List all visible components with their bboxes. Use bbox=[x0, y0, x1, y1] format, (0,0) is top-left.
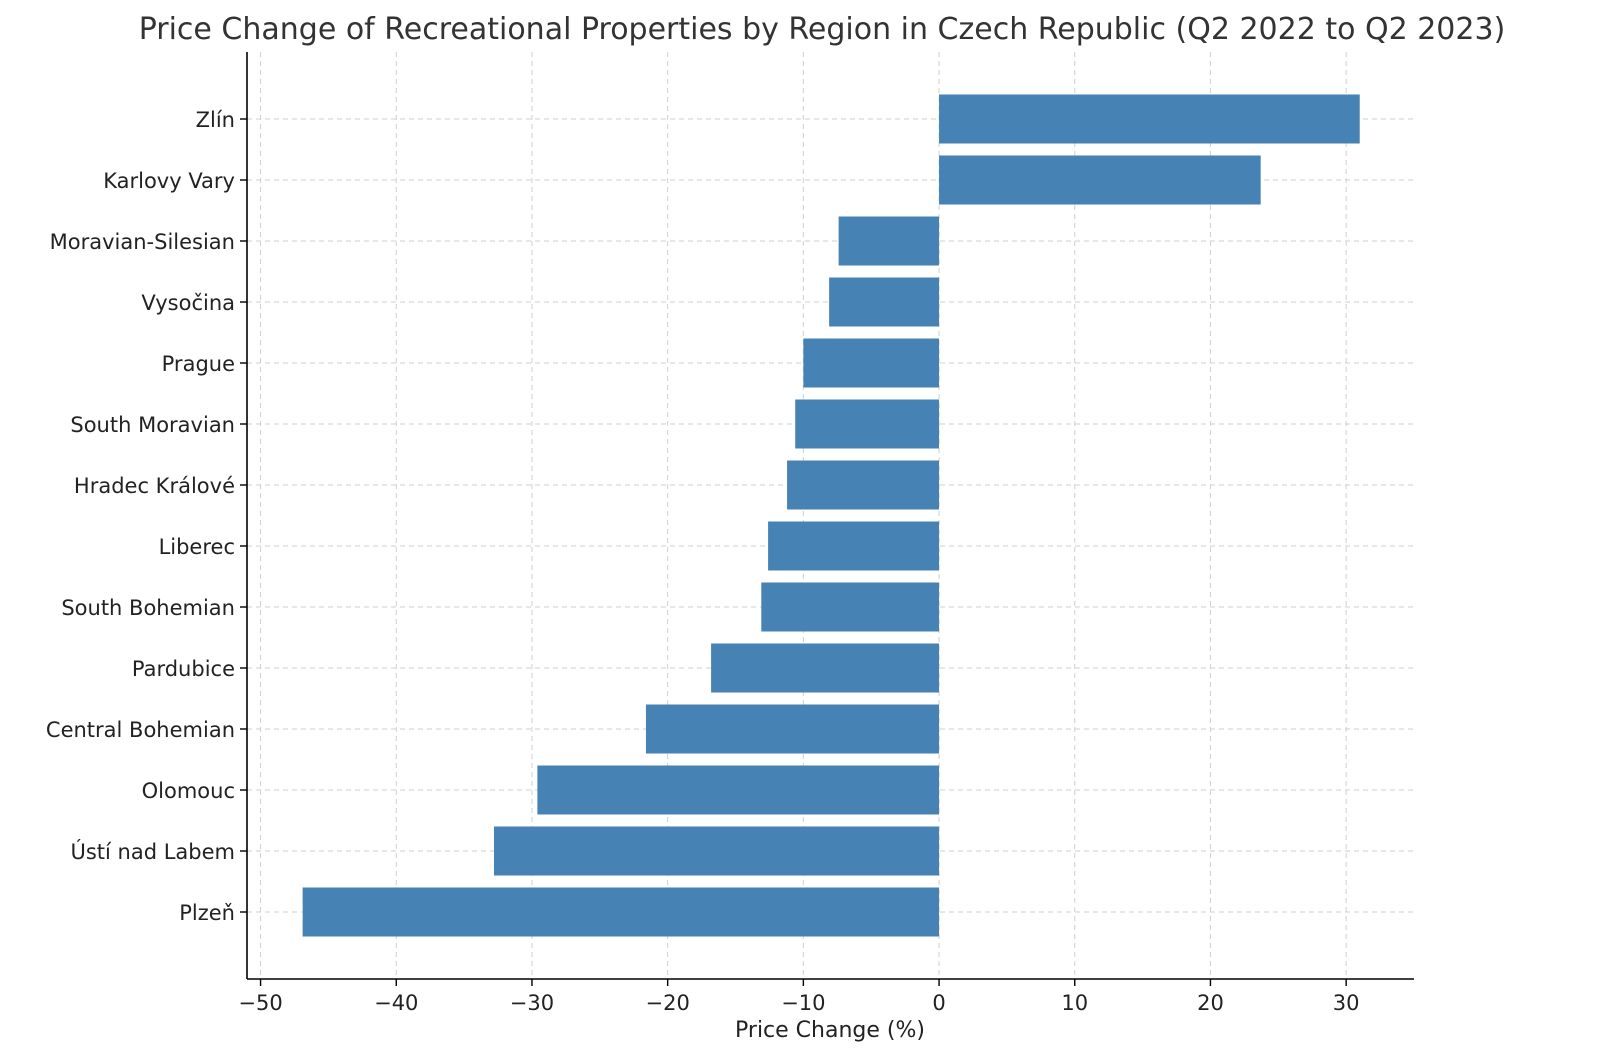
axes bbox=[246, 52, 1414, 980]
y-axis-ticks: Zlín Karlovy Vary Moravian-Silesian Vysočin… bbox=[46, 108, 247, 925]
y-tick-label: Moravian-Silesian bbox=[50, 230, 235, 254]
y-tick-label: Prague bbox=[162, 352, 235, 376]
bar bbox=[803, 338, 940, 388]
bar bbox=[829, 277, 940, 327]
x-axis-ticks: −50 −40 −30 −20 −10 0 10 20 30 bbox=[238, 979, 1360, 1015]
x-tick-label: 10 bbox=[1061, 991, 1088, 1015]
y-tick-label: Zlín bbox=[196, 108, 235, 132]
bar bbox=[645, 704, 940, 754]
x-tick-label: −50 bbox=[238, 991, 282, 1015]
bar bbox=[711, 643, 940, 693]
y-tick-label: Plzeň bbox=[179, 901, 235, 925]
y-tick-label: Vysočina bbox=[141, 291, 235, 315]
bars bbox=[302, 94, 1360, 937]
bar bbox=[795, 399, 940, 449]
bar bbox=[939, 155, 1261, 205]
bar bbox=[787, 460, 940, 510]
y-tick-label: Olomouc bbox=[142, 779, 235, 803]
y-tick-label: Ústí nad Labem bbox=[70, 839, 235, 864]
x-tick-label: 30 bbox=[1333, 991, 1360, 1015]
y-tick-label: South Bohemian bbox=[61, 596, 235, 620]
x-tick-label: −10 bbox=[781, 991, 825, 1015]
bar bbox=[768, 521, 940, 571]
bar bbox=[302, 887, 940, 937]
x-tick-label: −30 bbox=[510, 991, 554, 1015]
y-tick-label: Karlovy Vary bbox=[103, 169, 235, 193]
x-tick-label: −40 bbox=[374, 991, 418, 1015]
y-tick-label: Liberec bbox=[159, 535, 235, 559]
bar bbox=[761, 582, 940, 632]
bar bbox=[537, 765, 940, 815]
bar bbox=[493, 826, 940, 876]
chart-title: Price Change of Recreational Properties … bbox=[139, 12, 1506, 47]
x-axis-label: Price Change (%) bbox=[735, 1018, 925, 1043]
x-tick-label: 20 bbox=[1197, 991, 1224, 1015]
bar bbox=[939, 94, 1360, 144]
bar bbox=[838, 216, 940, 266]
y-tick-label: Pardubice bbox=[132, 657, 235, 681]
x-tick-label: 0 bbox=[932, 991, 945, 1015]
y-tick-label: Central Bohemian bbox=[46, 718, 235, 742]
y-tick-label: Hradec Králové bbox=[74, 474, 235, 498]
x-tick-label: −20 bbox=[645, 991, 689, 1015]
y-tick-label: South Moravian bbox=[70, 413, 235, 437]
